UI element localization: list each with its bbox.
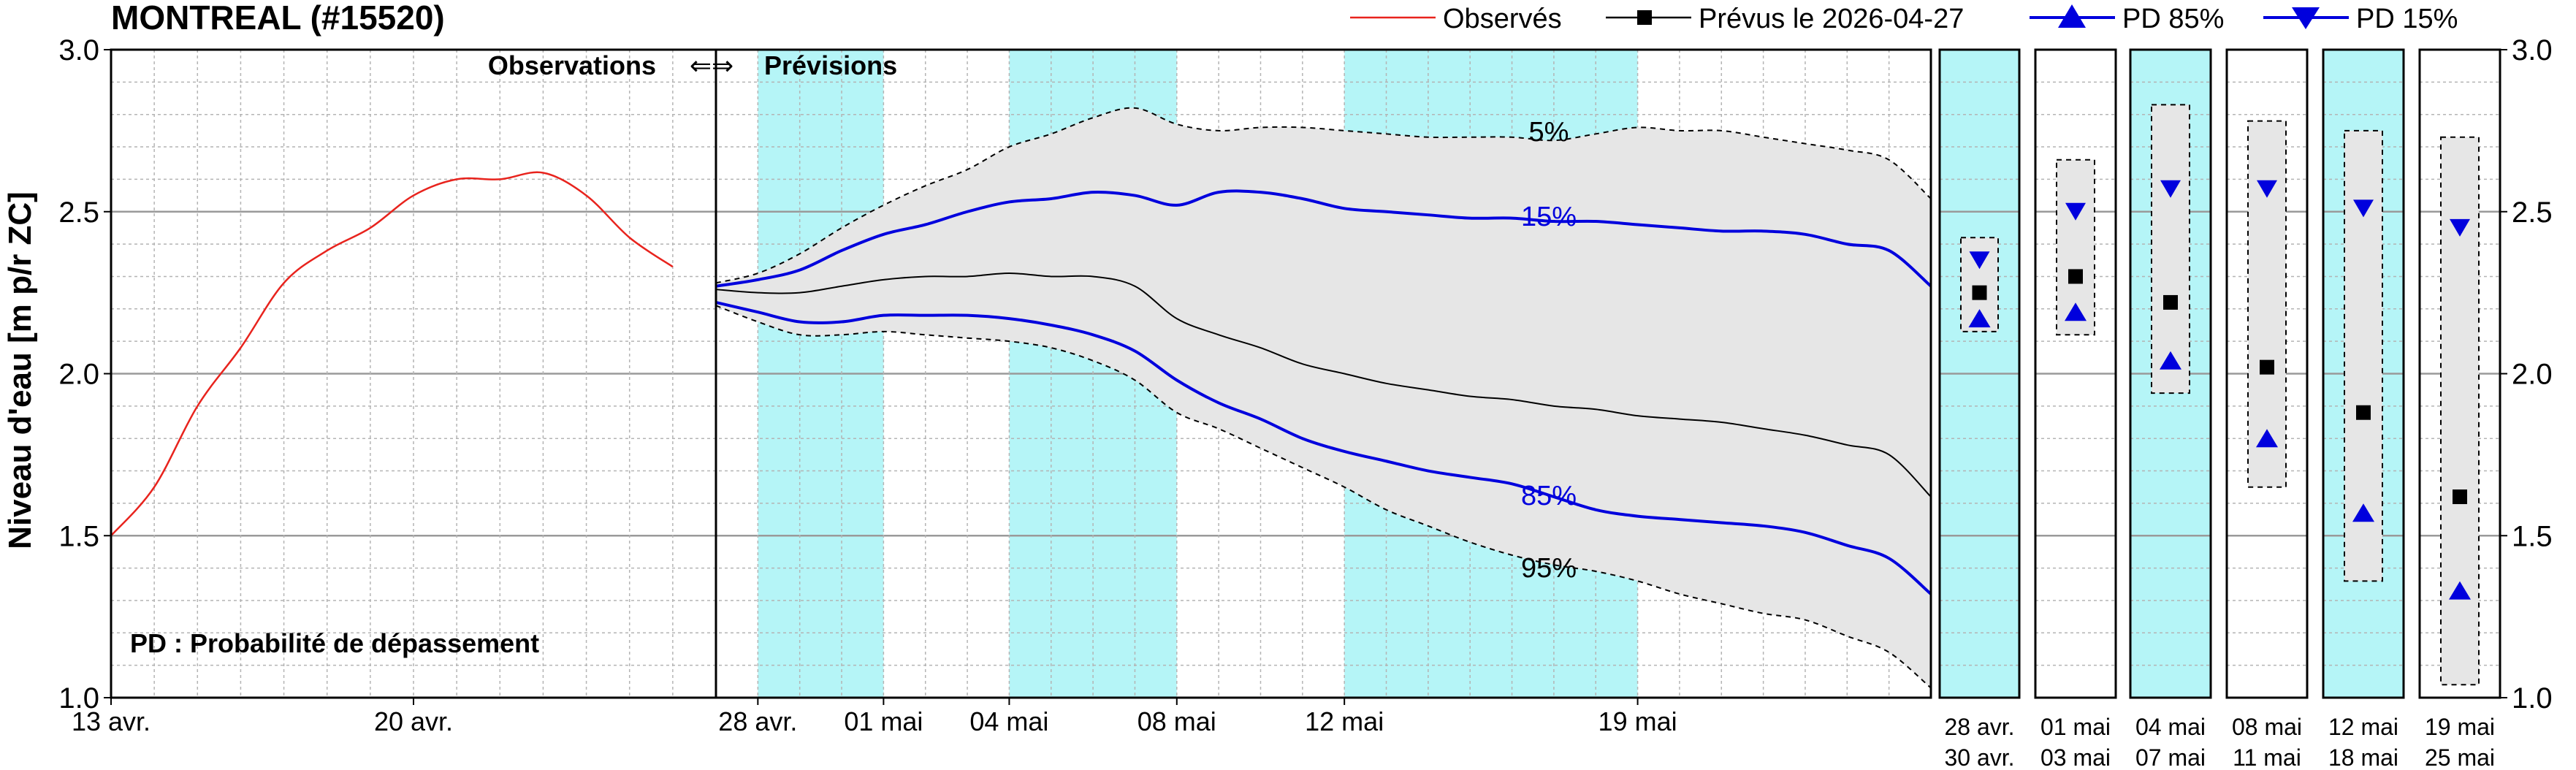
- legend-observed-label: Observés: [1443, 4, 1562, 34]
- footnote: PD : Probabilité de dépassement: [130, 628, 539, 658]
- panel-frame: [2034, 48, 2117, 699]
- forecasts-label: Prévisions: [764, 50, 897, 80]
- series-forecast: [715, 272, 1932, 498]
- label-95-percent: 95%: [1521, 553, 1577, 584]
- direction-arrows: ⇐⇒: [690, 50, 733, 80]
- y-tick-label-right: 3.0: [2512, 34, 2553, 66]
- x-tick-label: 04 mai: [969, 706, 1048, 736]
- panel-label-start: 19 mai: [2425, 714, 2495, 740]
- panel-label-end: 18 mai: [2328, 744, 2398, 770]
- legend-forecast-label: Prévus le 2026-04-27: [1699, 4, 1964, 34]
- y-tick-label-right: 1.0: [2512, 682, 2553, 714]
- y-tick-label-left: 1.5: [58, 520, 99, 552]
- label-85-percent: 85%: [1521, 481, 1577, 511]
- panel-label-end: 30 avr.: [1944, 744, 2014, 770]
- y-tick-label-right: 2.0: [2512, 359, 2553, 391]
- legend-pd15-marker: [2292, 7, 2320, 29]
- panel-forecast-marker: [2453, 489, 2467, 505]
- y-axis-label: Niveau d'eau [m p/r ZC]: [2, 191, 38, 549]
- axes-layer: [104, 48, 2507, 705]
- y-tick-label-left: 1.0: [58, 682, 99, 714]
- series-15-percent: [715, 189, 1932, 288]
- panel-pd85-marker: [2065, 302, 2087, 321]
- panel-label-end: 25 mai: [2425, 744, 2495, 770]
- panel-pd85-marker: [2352, 503, 2374, 522]
- panel-pd85-marker: [2256, 429, 2278, 448]
- panel-label-start: 12 mai: [2328, 714, 2398, 740]
- legend-pd15-label: PD 15%: [2356, 4, 2458, 34]
- legend-forecast-marker: [1637, 10, 1652, 25]
- legend-pd85-label: PD 85%: [2122, 4, 2224, 34]
- x-tick-label: 12 mai: [1305, 706, 1384, 736]
- panel-label-start: 28 avr.: [1944, 714, 2014, 740]
- panel-forecast-marker: [2163, 294, 2178, 310]
- x-tick-label: 01 mai: [844, 706, 923, 736]
- panel-forecast-marker: [2356, 405, 2371, 420]
- label-5-percent: 5%: [1529, 117, 1569, 148]
- panel-forecast-marker: [2068, 269, 2083, 284]
- panel-frame: [2129, 48, 2212, 699]
- panel-frame: [2225, 48, 2309, 699]
- panel-label-end: 07 mai: [2135, 744, 2206, 770]
- series-5-percent: [715, 107, 1932, 284]
- panel-pd85-marker: [2160, 351, 2181, 370]
- series-layer: [110, 107, 1932, 689]
- panel-pd15-marker: [1969, 251, 1990, 270]
- panel-pd85-marker: [2449, 581, 2471, 600]
- y-tick-label-right: 1.5: [2512, 520, 2553, 552]
- legend: Observés Prévus le 2026-04-27 PD 85% PD …: [1350, 4, 2458, 34]
- panel-pd85-marker: [1968, 309, 1991, 328]
- panel-range-box: [2247, 120, 2287, 488]
- panel-label-end: 11 mai: [2233, 744, 2301, 770]
- y-tick-label-left: 3.0: [58, 34, 99, 66]
- panel-forecast-marker: [1972, 285, 1987, 300]
- x-tick-label: 08 mai: [1138, 706, 1216, 736]
- exceedance-band: [716, 107, 1931, 688]
- labels-layer: 28 avr. 30 avr. 01 mai 03 mai 04 mai 07 mai 08…: [58, 34, 2552, 770]
- y-tick-label-right: 2.5: [2512, 197, 2553, 229]
- x-tick-label: 13 avr.: [72, 706, 150, 736]
- chart-title: MONTREAL (#15520): [111, 0, 445, 37]
- panel-label-start: 04 mai: [2135, 714, 2206, 740]
- x-tick-label: 20 avr.: [374, 706, 453, 736]
- panel-pd15-marker: [2160, 180, 2181, 198]
- panel-label-start: 01 mai: [2040, 714, 2111, 740]
- y-tick-label-left: 2.5: [58, 197, 99, 229]
- panel-forecast-marker: [2260, 359, 2274, 375]
- period-panels: [1960, 104, 2480, 686]
- series-85-percent: [715, 300, 1932, 595]
- legend-pd85-marker: [2058, 4, 2086, 28]
- panel-range-box: [2151, 104, 2190, 394]
- panel-pd15-marker: [2353, 199, 2374, 218]
- label-15-percent: 15%: [1521, 202, 1577, 232]
- observations-label: Observations: [488, 50, 656, 80]
- series-observed: [110, 171, 674, 537]
- panel-pd15-marker: [2450, 218, 2470, 237]
- panel-pd15-marker: [2257, 180, 2277, 198]
- panel-frame: [1938, 48, 2021, 699]
- x-tick-label: 19 mai: [1598, 706, 1677, 736]
- band-layer: [716, 107, 1931, 688]
- x-tick-label: 28 avr.: [718, 706, 797, 736]
- y-tick-label-left: 2.0: [58, 359, 99, 391]
- panel-pd15-marker: [2065, 202, 2086, 221]
- panel-frame: [2322, 48, 2405, 699]
- series-95-percent: [715, 305, 1932, 689]
- panel-label-start: 08 mai: [2232, 714, 2302, 740]
- panel-label-end: 03 mai: [2040, 744, 2111, 770]
